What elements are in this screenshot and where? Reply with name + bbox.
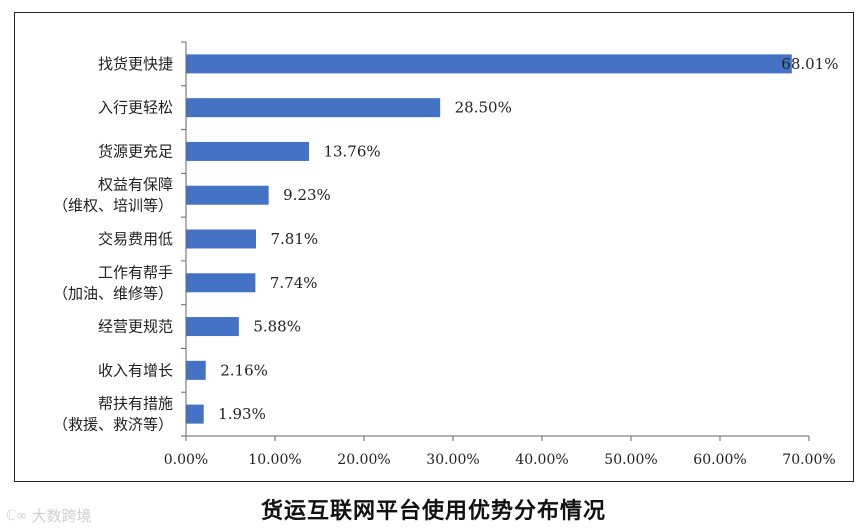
data-label: 2.16% (220, 361, 268, 379)
x-tick-label: 10.00% (248, 452, 301, 468)
data-label: 5.88% (253, 318, 301, 336)
category-label: 工作有帮手 (98, 263, 173, 281)
watermark-text: 大数跨境 (31, 507, 92, 525)
category-label: 帮扶有措施 (98, 395, 173, 413)
data-label: 13.76% (323, 142, 380, 160)
x-tick-label: 60.00% (693, 452, 746, 468)
data-label: 9.23% (283, 186, 331, 204)
bar (186, 54, 792, 74)
chart-frame: 0.00% 10.00% 20.00% 30.00% 40.00% 50.00% 60.00… (14, 12, 854, 482)
bar (186, 317, 239, 337)
watermark: ℂ∞ 大数跨境 (6, 505, 91, 526)
category-label: 交易费用低 (98, 230, 173, 248)
bar (186, 141, 309, 161)
bar-chart: 0.00% 10.00% 20.00% 30.00% 40.00% 50.00% 60.00… (53, 41, 838, 468)
data-label: 1.93% (218, 405, 266, 423)
category-label: （加油、维修等） (53, 284, 173, 302)
x-tick-label: 20.00% (337, 452, 390, 468)
data-label: 68.01% (781, 55, 838, 73)
category-label: 找货更快捷 (98, 55, 173, 73)
category-label: 入行更轻松 (98, 99, 173, 117)
x-tick-label: 70.00% (782, 452, 835, 468)
x-tick-label: 0.00% (164, 452, 208, 468)
data-label: 28.50% (455, 99, 512, 117)
category-label: （救援、救济等） (53, 416, 173, 434)
chart-title: 货运互联网平台使用优势分布情况 (260, 499, 606, 524)
category-label: （维权、培训等） (53, 197, 173, 215)
data-label: 7.74% (270, 274, 318, 292)
bar (186, 185, 269, 205)
brand-logo-icon: ℂ∞ (6, 507, 28, 524)
category-label: 经营更规范 (98, 318, 173, 336)
category-label: 收入有增长 (98, 361, 173, 379)
bar (186, 273, 256, 293)
bar (186, 360, 206, 380)
bar (186, 98, 441, 118)
x-tick-label: 40.00% (515, 452, 568, 468)
bar (186, 229, 257, 249)
x-tick-label: 30.00% (426, 452, 479, 468)
x-tick-label: 50.00% (604, 452, 657, 468)
category-label: 货源更充足 (98, 142, 173, 160)
category-label: 权益有保障 (98, 176, 173, 194)
bar (186, 404, 204, 424)
data-label: 7.81% (271, 230, 319, 248)
